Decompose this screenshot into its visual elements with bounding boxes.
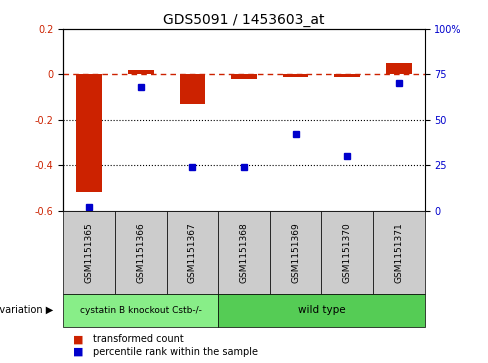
Text: cystatin B knockout Cstb-/-: cystatin B knockout Cstb-/-: [80, 306, 202, 315]
Bar: [386, 63, 412, 74]
Bar: [231, 74, 257, 79]
Text: GSM1151368: GSM1151368: [240, 222, 248, 283]
Text: GSM1151371: GSM1151371: [394, 222, 403, 283]
Text: ■: ■: [73, 334, 84, 344]
Text: GSM1151367: GSM1151367: [188, 222, 197, 283]
Text: GSM1151365: GSM1151365: [85, 222, 94, 283]
Bar: [334, 74, 360, 77]
Bar: [128, 70, 154, 74]
Title: GDS5091 / 1453603_at: GDS5091 / 1453603_at: [163, 13, 325, 26]
Bar: [76, 74, 102, 192]
Text: percentile rank within the sample: percentile rank within the sample: [93, 347, 258, 357]
Bar: [283, 74, 308, 77]
Text: wild type: wild type: [298, 305, 345, 315]
Text: genotype/variation ▶: genotype/variation ▶: [0, 305, 54, 315]
Text: GSM1151366: GSM1151366: [136, 222, 145, 283]
Text: ■: ■: [73, 347, 84, 357]
Bar: [180, 74, 205, 104]
Text: GSM1151369: GSM1151369: [291, 222, 300, 283]
Text: GSM1151370: GSM1151370: [343, 222, 352, 283]
Text: transformed count: transformed count: [93, 334, 183, 344]
